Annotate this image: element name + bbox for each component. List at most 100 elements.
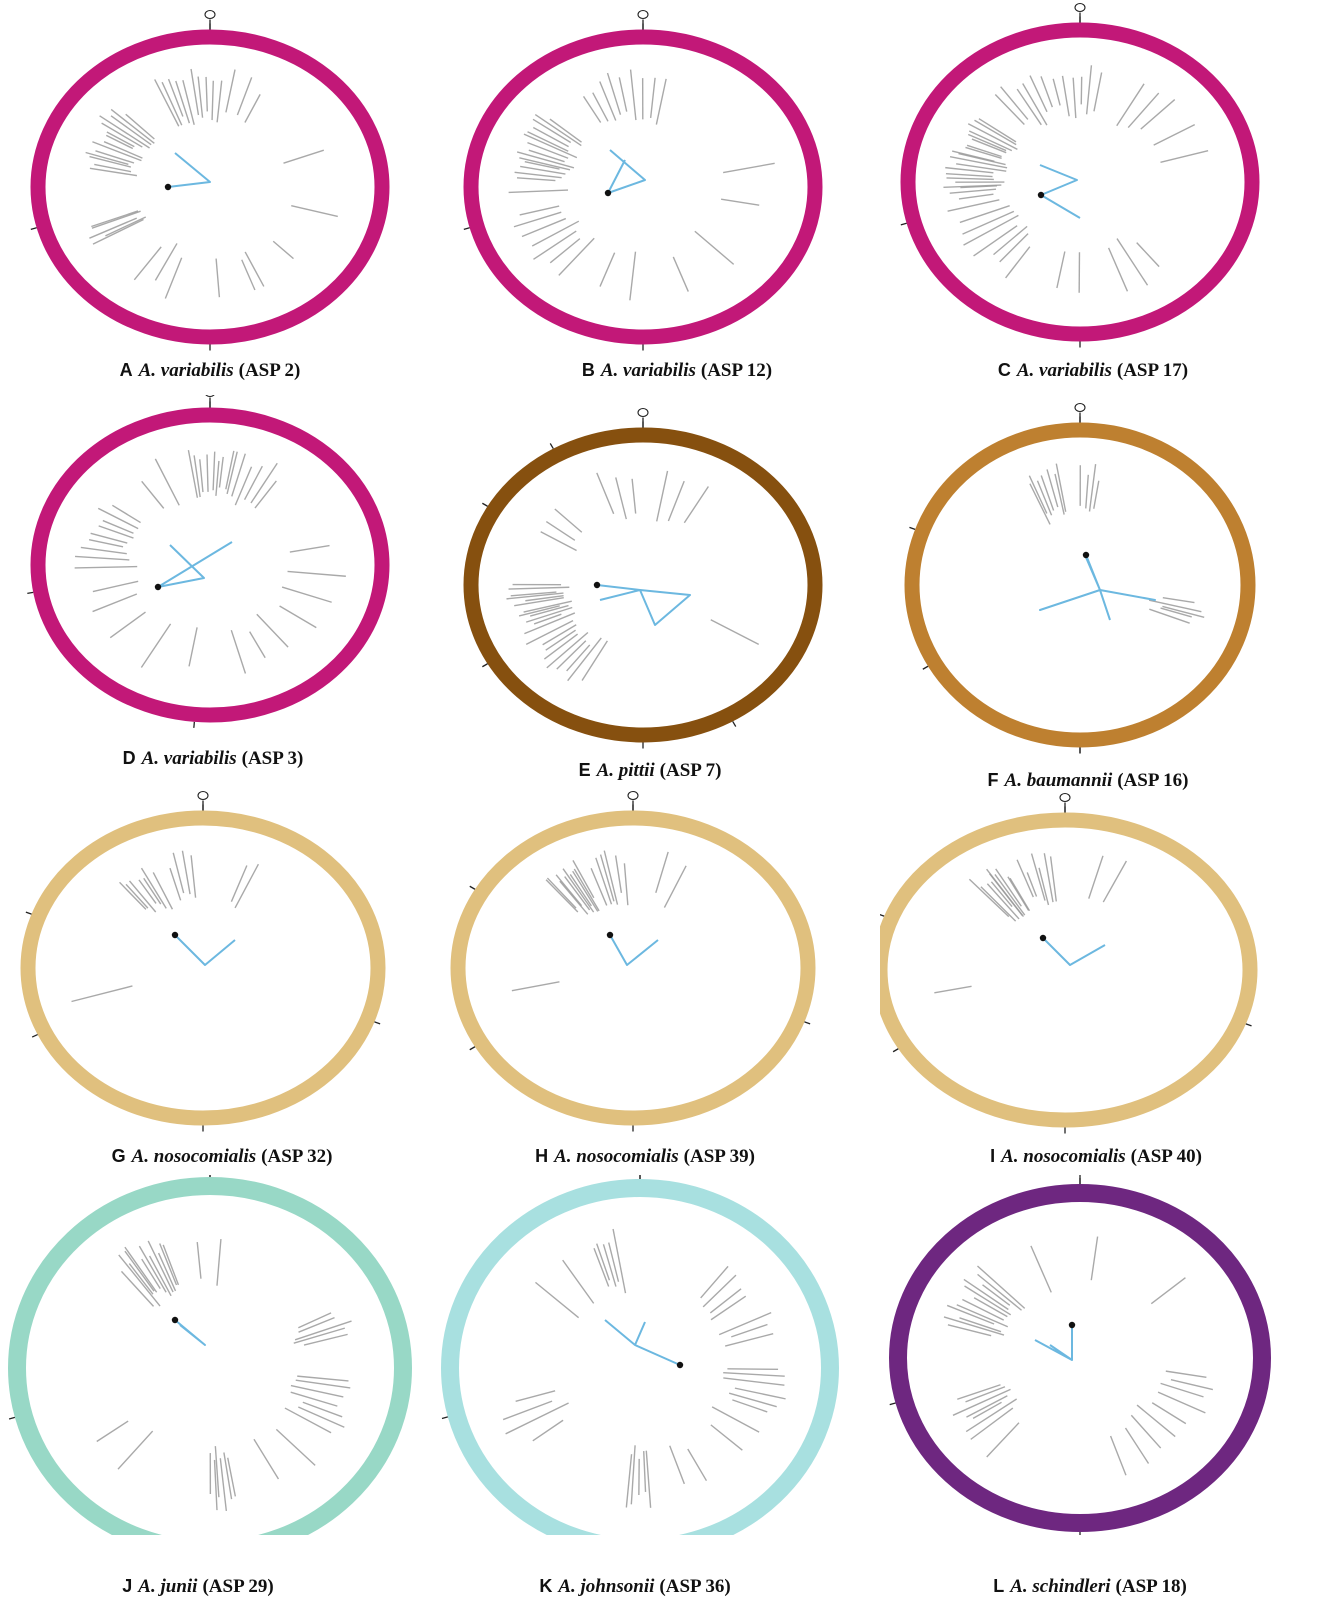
feature-line	[655, 78, 667, 125]
panel-l-caption: L A. schindleri (ASP 18)	[993, 1576, 1187, 1598]
feature-line	[527, 131, 569, 152]
panel-letter: J	[122, 1576, 133, 1596]
ring-tick	[31, 1033, 38, 1038]
ring-tick	[880, 913, 885, 917]
feature-line	[244, 251, 265, 287]
feature-line	[545, 520, 576, 541]
feature-line	[564, 876, 591, 911]
feature-line	[572, 870, 599, 912]
feature-line	[562, 868, 595, 913]
feature-line	[1054, 473, 1065, 515]
strain-id: (ASP 3)	[241, 748, 304, 769]
feature-line	[281, 586, 332, 603]
feature-line	[513, 211, 562, 228]
feature-line	[710, 1295, 747, 1321]
ring-tick	[30, 227, 37, 230]
feature-line	[88, 539, 124, 548]
feature-line	[615, 477, 627, 520]
feature-line	[190, 68, 200, 116]
feature-line	[524, 160, 560, 170]
feature-line	[945, 166, 994, 174]
feature-line	[133, 246, 162, 281]
feature-line	[732, 1399, 768, 1413]
feature-line	[1109, 1435, 1127, 1476]
feature-line	[505, 1402, 569, 1435]
feature-line	[92, 141, 142, 162]
feature-line	[962, 1298, 1005, 1321]
feature-line	[965, 146, 1002, 160]
feature-line	[212, 451, 216, 491]
feature-line	[71, 985, 133, 1003]
feature-line	[949, 155, 1008, 169]
feature-line	[138, 1245, 167, 1293]
feature-line	[533, 230, 577, 260]
feature-line	[181, 850, 191, 895]
panel-b-diagram	[463, 9, 823, 351]
ring-tick	[27, 591, 34, 595]
feature-line	[525, 606, 573, 623]
feature-line	[230, 629, 247, 674]
feature-line	[956, 1304, 1009, 1328]
feature-line	[1085, 474, 1089, 509]
feature-line	[152, 872, 174, 910]
feature-line	[540, 531, 577, 552]
feature-line	[241, 259, 256, 291]
feature-line	[946, 177, 994, 181]
feature-line	[1160, 1382, 1204, 1398]
feature-line	[724, 1332, 774, 1347]
feature-line	[1043, 853, 1054, 903]
feature-line	[994, 873, 1026, 916]
feature-line	[1090, 1236, 1099, 1281]
feature-line	[120, 1270, 155, 1307]
feature-line	[514, 597, 564, 607]
feature-line	[581, 640, 608, 681]
feature-line	[986, 883, 1020, 920]
feature-line	[1093, 480, 1100, 509]
feature-line	[196, 1242, 202, 1279]
feature-line	[302, 1401, 343, 1418]
feature-line	[1085, 65, 1093, 115]
genome-ring	[30, 407, 390, 723]
genome-ring	[889, 1184, 1271, 1532]
feature-line	[91, 210, 141, 229]
link-line	[609, 934, 659, 966]
link-line	[174, 1319, 206, 1346]
strain-id: (ASP 16)	[1117, 770, 1189, 791]
feature-line	[1040, 475, 1055, 511]
feature-line	[599, 81, 617, 121]
feature-line	[1116, 83, 1145, 127]
strain-id: (ASP 17)	[1116, 360, 1189, 381]
feature-line	[980, 886, 1017, 922]
feature-line	[549, 238, 581, 264]
origin-marker	[637, 407, 649, 418]
feature-line	[175, 80, 191, 124]
feature-line	[718, 1312, 772, 1336]
anchor-dot	[1037, 191, 1045, 199]
feature-line	[947, 1324, 992, 1337]
feature-line	[546, 877, 577, 909]
feature-line	[596, 1243, 611, 1281]
feature-line	[524, 612, 576, 635]
feature-line	[111, 504, 141, 524]
feature-line	[193, 455, 201, 498]
feature-line	[943, 184, 1002, 189]
feature-line	[596, 472, 615, 515]
origin-marker	[197, 790, 209, 801]
feature-line	[629, 69, 637, 121]
species-name: A. junii	[138, 1576, 198, 1597]
feature-line	[140, 867, 167, 909]
feature-line	[211, 80, 214, 121]
feature-line	[965, 1386, 1006, 1403]
panel-letter: A	[119, 360, 133, 380]
anchor-dot	[171, 931, 179, 939]
feature-line	[720, 198, 760, 206]
panel-letter: I	[990, 1146, 996, 1166]
feature-line	[284, 1407, 332, 1434]
panel-g-diagram	[20, 790, 386, 1132]
feature-line	[1036, 480, 1053, 516]
feature-line	[231, 453, 246, 497]
strain-id: (ASP 32)	[261, 1146, 333, 1167]
species-name: A. pittii	[596, 760, 655, 781]
feature-line	[966, 1395, 1008, 1418]
